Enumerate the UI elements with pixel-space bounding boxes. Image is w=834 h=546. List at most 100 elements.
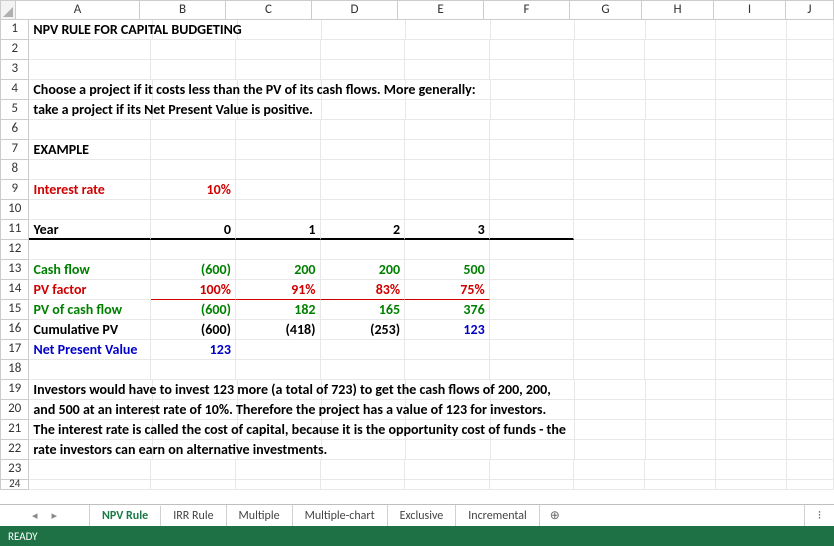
cell[interactable]: 200: [236, 260, 321, 280]
cell[interactable]: [787, 240, 834, 260]
cell[interactable]: [321, 160, 406, 180]
sheet-tab[interactable]: Multiple-chart: [293, 505, 388, 526]
cell[interactable]: [716, 340, 787, 360]
cell[interactable]: [151, 40, 236, 60]
cell[interactable]: [321, 120, 406, 140]
sheet-tab[interactable]: Multiple: [227, 505, 293, 526]
cell[interactable]: [236, 40, 321, 60]
cell[interactable]: [574, 300, 645, 320]
cell[interactable]: [29, 60, 151, 80]
cell[interactable]: [716, 140, 787, 160]
cell[interactable]: [645, 480, 716, 490]
row-header[interactable]: 10: [0, 200, 29, 220]
cell[interactable]: [29, 460, 151, 480]
cell[interactable]: [151, 140, 236, 160]
cell[interactable]: [787, 300, 834, 320]
cell[interactable]: [716, 380, 787, 400]
row-header[interactable]: 15: [0, 300, 29, 320]
cell[interactable]: [787, 20, 834, 40]
cell[interactable]: [29, 480, 151, 490]
row-header[interactable]: 18: [0, 360, 29, 380]
cell[interactable]: [787, 100, 834, 120]
cell[interactable]: [716, 80, 787, 100]
cell[interactable]: Net Present Value: [29, 340, 151, 360]
cell[interactable]: [491, 80, 575, 100]
cell[interactable]: Cumulative PV: [29, 320, 151, 340]
cell[interactable]: [787, 80, 834, 100]
row-header[interactable]: 11: [0, 220, 29, 240]
cell[interactable]: [787, 420, 834, 440]
cell[interactable]: [490, 460, 575, 480]
cell[interactable]: [490, 160, 575, 180]
cell[interactable]: [405, 360, 490, 380]
cell[interactable]: [406, 440, 490, 460]
cell[interactable]: NPV RULE FOR CAPITAL BUDGETING: [29, 20, 153, 40]
cell[interactable]: [574, 180, 645, 200]
cell[interactable]: [236, 240, 321, 260]
cell[interactable]: [645, 460, 716, 480]
column-header[interactable]: J: [786, 0, 834, 20]
new-sheet-button[interactable]: ⊕: [540, 505, 570, 526]
cell[interactable]: [646, 100, 717, 120]
cell[interactable]: [322, 100, 406, 120]
cell[interactable]: 75%: [405, 280, 490, 300]
column-header[interactable]: I: [714, 0, 786, 20]
cell[interactable]: [787, 440, 834, 460]
cell[interactable]: [236, 480, 321, 490]
cell[interactable]: [236, 360, 321, 380]
cell[interactable]: [405, 480, 490, 490]
cell[interactable]: take a project if its Net Present Value …: [29, 100, 153, 120]
column-header[interactable]: E: [398, 0, 484, 20]
cell[interactable]: [575, 420, 646, 440]
cell[interactable]: [491, 100, 575, 120]
cell[interactable]: and 500 at an interest rate of 10%. Ther…: [29, 400, 153, 420]
cell[interactable]: [574, 320, 645, 340]
cell[interactable]: 1: [236, 220, 321, 240]
cell[interactable]: [490, 280, 575, 300]
cell[interactable]: 2: [321, 220, 406, 240]
cell[interactable]: [716, 180, 787, 200]
row-header[interactable]: 5: [0, 100, 29, 120]
cell[interactable]: [236, 60, 321, 80]
cell[interactable]: [574, 200, 645, 220]
column-header[interactable]: H: [642, 0, 714, 20]
cell[interactable]: [321, 200, 406, 220]
cell[interactable]: [716, 360, 787, 380]
column-header[interactable]: G: [570, 0, 642, 20]
cell[interactable]: [321, 340, 406, 360]
cell[interactable]: [716, 280, 787, 300]
cell[interactable]: [574, 480, 645, 490]
cell[interactable]: 0: [151, 220, 236, 240]
cell[interactable]: [236, 120, 321, 140]
cell[interactable]: 91%: [236, 280, 321, 300]
cell[interactable]: PV of cash flow: [29, 300, 151, 320]
row-header[interactable]: 1: [0, 20, 29, 40]
row-header[interactable]: 19: [0, 380, 29, 400]
cell[interactable]: Year: [29, 220, 151, 240]
cell[interactable]: [236, 180, 321, 200]
cell[interactable]: [787, 60, 834, 80]
cell[interactable]: 123: [151, 340, 236, 360]
cell[interactable]: [321, 180, 406, 200]
column-header[interactable]: D: [312, 0, 398, 20]
cell[interactable]: [405, 460, 490, 480]
cell[interactable]: [405, 160, 490, 180]
column-header[interactable]: C: [226, 0, 312, 20]
cell[interactable]: [151, 160, 236, 180]
cell[interactable]: (600): [151, 300, 236, 320]
cell[interactable]: [787, 200, 834, 220]
row-header[interactable]: 16: [0, 320, 29, 340]
cell[interactable]: [236, 340, 321, 360]
cell[interactable]: Cash flow: [29, 260, 151, 280]
row-header[interactable]: 8: [0, 160, 29, 180]
cell[interactable]: [490, 120, 575, 140]
cell[interactable]: [787, 380, 834, 400]
cell[interactable]: [490, 320, 575, 340]
cell[interactable]: [646, 420, 717, 440]
row-header[interactable]: 17: [0, 340, 29, 360]
cell[interactable]: [787, 340, 834, 360]
cell[interactable]: (600): [151, 320, 236, 340]
cell[interactable]: [490, 180, 575, 200]
row-header[interactable]: 9: [0, 180, 29, 200]
cell[interactable]: [490, 220, 575, 240]
